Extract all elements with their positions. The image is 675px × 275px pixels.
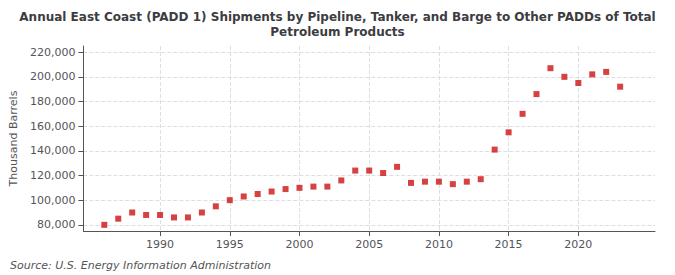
svg-text:180,000: 180,000 [30, 95, 76, 108]
svg-text:160,000: 160,000 [30, 120, 76, 133]
svg-text:2015: 2015 [495, 238, 523, 251]
svg-text:Source: U.S. Energy Informatio: Source: U.S. Energy Information Administ… [10, 259, 271, 272]
svg-text:2020: 2020 [564, 238, 592, 251]
svg-text:Petroleum Products: Petroleum Products [270, 25, 404, 39]
svg-text:2005: 2005 [355, 238, 383, 251]
svg-text:140,000: 140,000 [30, 144, 76, 157]
svg-text:Annual East Coast (PADD 1) Shi: Annual East Coast (PADD 1) Shipments by … [19, 10, 655, 24]
svg-text:120,000: 120,000 [30, 169, 76, 182]
svg-text:2000: 2000 [285, 238, 313, 251]
svg-text:80,000: 80,000 [37, 218, 76, 231]
svg-text:100,000: 100,000 [30, 194, 76, 207]
svg-text:200,000: 200,000 [30, 70, 76, 83]
svg-text:1995: 1995 [216, 238, 244, 251]
svg-text:2010: 2010 [425, 238, 453, 251]
svg-text:Thousand Barrels: Thousand Barrels [7, 90, 20, 187]
svg-text:1990: 1990 [146, 238, 174, 251]
svg-text:220,000: 220,000 [30, 46, 76, 59]
